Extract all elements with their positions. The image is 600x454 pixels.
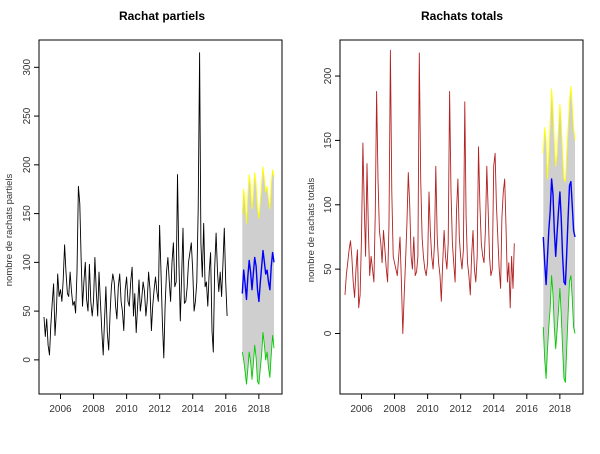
marks-right: 2006 2008 2010 2012 2014 2016 2018 0 50 100 150 200 — [323, 49, 576, 415]
history-line-left — [43, 52, 228, 359]
chart-right: Rachats totals nombre de rachats totals … — [306, 9, 584, 415]
x-tick-label-right-2010: 2010 — [416, 404, 439, 415]
x-tick-label-right-2012: 2012 — [450, 404, 473, 415]
x-tick-label-left-2010: 2010 — [115, 404, 138, 415]
y-tick-label-left-0: 0 — [22, 357, 33, 363]
lower-line-left — [241, 332, 275, 385]
forecast-line-left — [241, 249, 275, 303]
y-tick-label-right-200: 200 — [323, 67, 334, 84]
marks-left: 2006 2008 2010 2012 2014 2016 2018 0 50 100 150 200… — [22, 52, 275, 415]
x-tick-label-left-2008: 2008 — [82, 404, 105, 415]
x-tick-label-left-2016: 2016 — [215, 404, 238, 415]
y-tick-label-left-250: 250 — [22, 107, 33, 124]
y-tick-label-right-100: 100 — [323, 196, 334, 213]
x-tick-label-left-2006: 2006 — [49, 404, 72, 415]
y-tick-label-left-300: 300 — [22, 59, 33, 76]
chart-left: Rachat partiels nombre de rachats partie… — [4, 9, 283, 415]
x-tick-label-right-2006: 2006 — [350, 404, 373, 415]
y-tick-label-left-100: 100 — [22, 254, 33, 271]
upper-line-left — [241, 166, 275, 224]
plot-frame-left — [38, 39, 283, 395]
x-tick-label-left-2014: 2014 — [182, 404, 205, 415]
x-tick-label-left-2012: 2012 — [149, 404, 172, 415]
y-tick-label-right-150: 150 — [323, 132, 334, 149]
upper-line-right — [542, 85, 576, 183]
y-axis-label-left: nombre de rachats partiels — [4, 174, 15, 287]
x-tick-label-right-2018: 2018 — [549, 404, 572, 415]
plot-frame-right — [339, 39, 584, 395]
x-tick-label-left-2018: 2018 — [248, 404, 271, 415]
lower-line-right — [542, 275, 576, 383]
y-tick-label-left-150: 150 — [22, 205, 33, 222]
history-line-right — [344, 49, 515, 334]
forecast-line-right — [542, 178, 576, 286]
y-tick-label-left-200: 200 — [22, 156, 33, 173]
y-tick-label-right-0: 0 — [323, 330, 334, 336]
x-tick-label-right-2016: 2016 — [516, 404, 539, 415]
y-tick-label-right-50: 50 — [323, 263, 334, 275]
x-tick-label-right-2014: 2014 — [483, 404, 506, 415]
y-tick-label-left-50: 50 — [22, 305, 33, 317]
prediction-band-left — [242, 166, 274, 385]
prediction-band-right — [543, 86, 575, 383]
y-axis-label-right: nombre de rachats totals — [306, 177, 317, 282]
chart-title-left: Rachat partiels — [119, 9, 205, 23]
x-tick-label-right-2008: 2008 — [383, 404, 406, 415]
chart-title-right: Rachats totals — [421, 9, 503, 23]
